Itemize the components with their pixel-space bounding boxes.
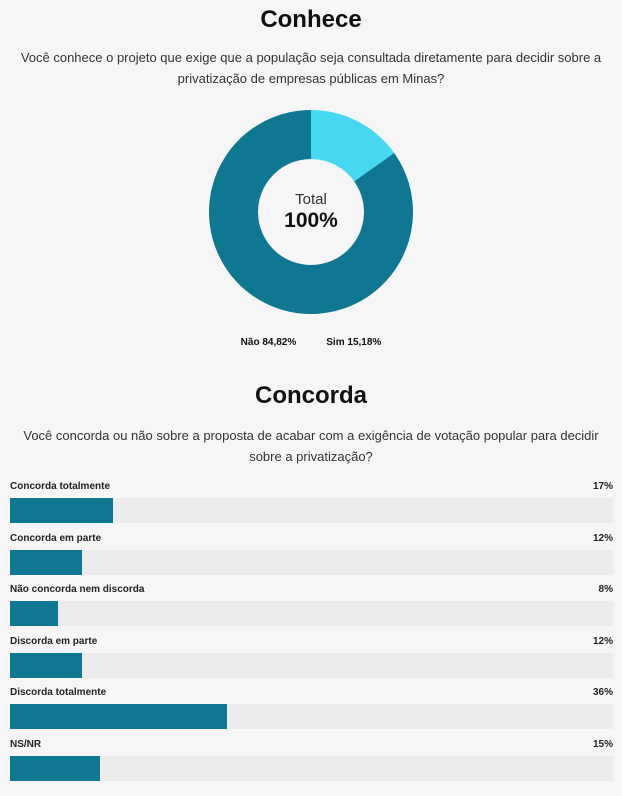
donut-total-value: 100% <box>284 209 338 232</box>
bar-label: Concorda em parte <box>10 532 102 544</box>
bar-track <box>10 704 613 729</box>
bar-row: Concorda em parte 12% <box>10 531 613 583</box>
bar-row: Não concorda nem discorda 8% <box>10 582 613 634</box>
question-concorda: Você concorda ou não sobre a proposta de… <box>23 428 599 464</box>
bar-fill <box>10 652 83 678</box>
donut-legend: Não 84,82% Sim 15,18% <box>0 337 622 348</box>
donut-svg <box>209 110 413 314</box>
bar-track <box>10 549 613 575</box>
bar-value-label: 12% <box>592 635 613 647</box>
donut-slice-n-o <box>209 110 413 314</box>
bar-fill <box>10 601 59 626</box>
donut-slice-sim <box>311 110 395 182</box>
legend-item-nao: Não 84,82% <box>240 337 297 348</box>
bar-value-label: 8% <box>598 584 613 595</box>
bar-header: Não concorda nem discorda 8% <box>10 582 613 598</box>
bar-label: Discorda em parte <box>10 635 98 647</box>
bar-row: Discorda em parte 12% <box>10 634 613 686</box>
bar-header: Concorda totalmente 17% <box>10 479 613 495</box>
bar-header: Concorda em parte 12% <box>10 531 613 547</box>
bar-label: Concorda totalmente <box>10 481 111 492</box>
bar-row: Discorda totalmente 36% <box>10 685 613 737</box>
bar-label: Discorda totalmente <box>10 687 107 698</box>
donut-center: Total 100% <box>209 110 413 314</box>
bar-value-label: 17% <box>592 481 613 492</box>
bar-label: NS/NR <box>10 738 42 750</box>
bar-chart: Concorda totalmente 17% Concorda em parte 1… <box>10 479 613 788</box>
bar-value-label: 36% <box>592 687 613 698</box>
bar-fill <box>10 498 113 523</box>
bar-row: Concorda totalmente 17% <box>10 479 613 531</box>
bar-value-label: 12% <box>592 532 613 544</box>
bar-label: Não concorda nem discorda <box>10 584 145 595</box>
bar-header: Discorda totalmente 36% <box>10 685 613 701</box>
question-conhece: Você conhece o projeto que exige que a p… <box>20 50 602 86</box>
donut-chart: Total 100% <box>209 110 413 314</box>
section-title-conhece: Conhece <box>260 6 362 33</box>
section-title-concorda: Concorda <box>254 382 367 409</box>
bar-track <box>10 498 613 523</box>
bar-track <box>10 755 613 781</box>
bar-value-label: 15% <box>592 738 613 750</box>
bar-row: NS/NR 15% <box>10 737 613 789</box>
donut-total-label: Total <box>295 191 327 208</box>
bar-fill <box>10 549 83 575</box>
bar-track <box>10 652 613 678</box>
bar-header: Discorda em parte 12% <box>10 634 613 650</box>
bar-track <box>10 601 613 626</box>
bar-fill <box>10 755 101 781</box>
legend-item-sim: Sim 15,18% <box>326 337 382 348</box>
bar-fill <box>10 704 228 729</box>
bar-header: NS/NR 15% <box>10 737 613 753</box>
